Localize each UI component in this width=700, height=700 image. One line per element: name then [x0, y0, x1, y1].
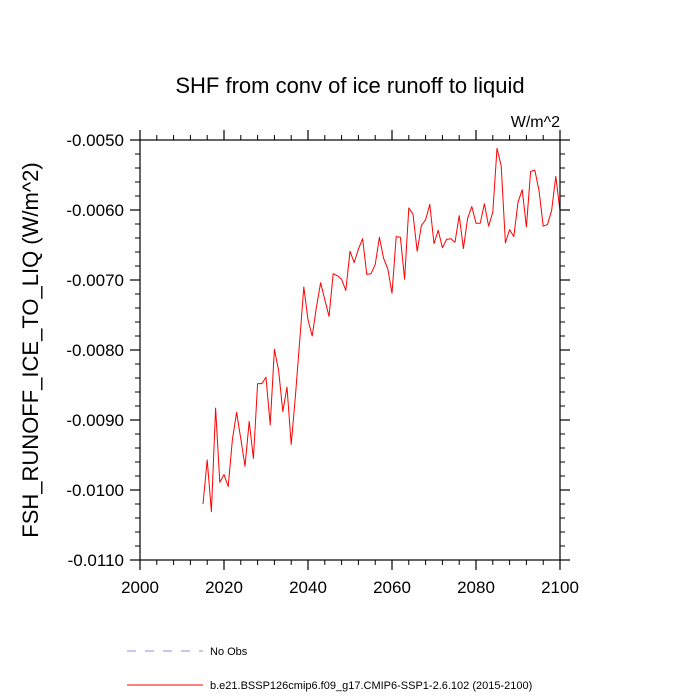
y-tick-label: -0.0050: [66, 131, 124, 150]
y-tick-label: -0.0090: [66, 411, 124, 430]
chart-title: SHF from conv of ice runoff to liquid: [175, 73, 524, 98]
x-tick-label: 2040: [289, 578, 327, 597]
series-group: [202, 147, 561, 513]
minor-ticks: [135, 135, 565, 565]
x-tick-label: 2060: [373, 578, 411, 597]
y-tick-label: -0.0080: [66, 341, 124, 360]
x-tick-label: 2100: [541, 578, 579, 597]
x-tick-label: 2020: [205, 578, 243, 597]
x-tick-labels: 2000 2020 2040 2060 2080 2100: [121, 578, 579, 597]
x-tick-label: 2080: [457, 578, 495, 597]
series-line: [202, 147, 561, 513]
y-tick-label: -0.0100: [66, 481, 124, 500]
legend-label-series: b.e21.BSSP126cmip6.f09_g17.CMIP6-SSP1-2.…: [210, 680, 532, 692]
y-tick-label: -0.0070: [66, 271, 124, 290]
y-axis-label: FSH_RUNOFF_ICE_TO_LIQ (W/m^2): [18, 162, 43, 537]
plot-frame: [139, 139, 561, 561]
legend-label-no-obs: No Obs: [210, 646, 248, 658]
legend: No Obs b.e21.BSSP126cmip6.f09_g17.CMIP6-…: [127, 646, 532, 692]
y-tick-label: -0.0110: [68, 551, 124, 570]
y-tick-label: -0.0060: [66, 201, 124, 220]
x-tick-label: 2000: [121, 578, 159, 597]
y-tick-labels: -0.0050 -0.0060 -0.0070 -0.0080 -0.0090 -0.01…: [66, 131, 124, 570]
units-label: W/m^2: [511, 114, 560, 131]
major-ticks: [130, 130, 570, 570]
